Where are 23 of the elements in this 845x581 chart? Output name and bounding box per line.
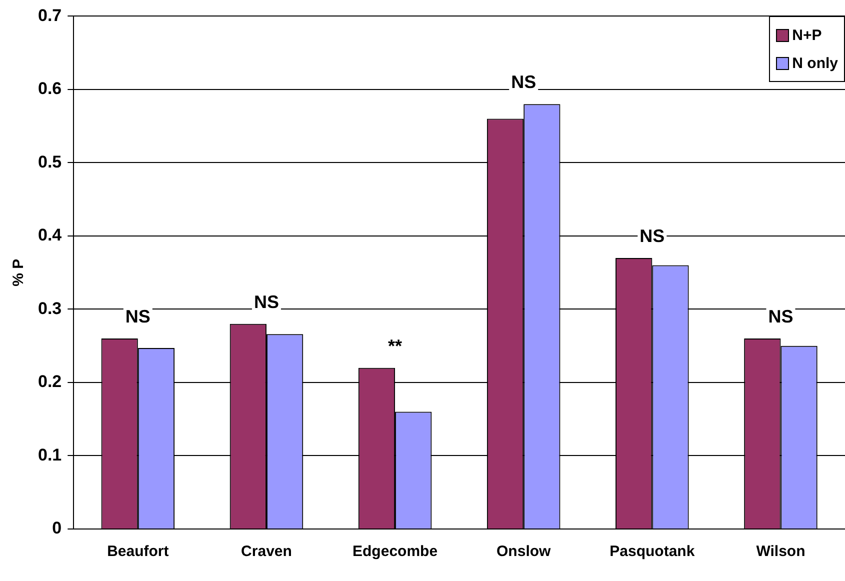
legend-label: N only <box>792 54 838 72</box>
x-tick-label: Pasquotank <box>610 543 696 560</box>
annotation: NS <box>511 72 536 92</box>
y-tick-label: 0 <box>52 518 62 538</box>
x-tick-label: Edgecombe <box>352 543 438 560</box>
y-tick-label: 0.5 <box>38 152 62 172</box>
y-tick-label: 0.3 <box>38 298 62 318</box>
y-tick-label: 0.7 <box>38 6 62 25</box>
annotation: NS <box>640 226 665 246</box>
y-tick-label: 0.2 <box>38 372 62 392</box>
x-tick-label: Craven <box>241 543 292 560</box>
y-tick-label: 0.4 <box>38 226 62 245</box>
y-axis-title: % P <box>10 258 28 286</box>
x-tick-label: Onslow <box>496 543 552 560</box>
x-tick-label: Wilson <box>756 543 806 560</box>
annotation: ** <box>388 336 402 356</box>
y-tick-label: 0.6 <box>38 79 62 98</box>
annotation: NS <box>125 306 150 326</box>
x-tick-label: Beaufort <box>107 543 169 560</box>
annotation: NS <box>768 306 794 326</box>
legend-label: N+P <box>792 26 822 44</box>
y-tick-label: 0.1 <box>38 445 62 464</box>
annotation: NS <box>254 292 279 312</box>
